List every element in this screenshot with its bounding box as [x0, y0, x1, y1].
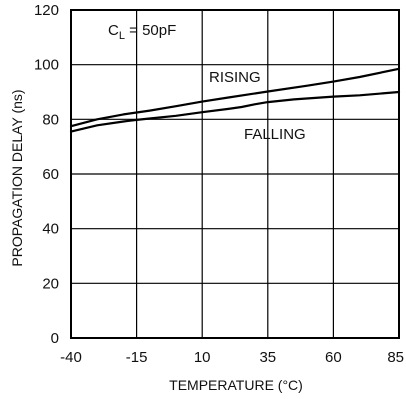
x-tick-label: 60: [325, 349, 342, 366]
x-tick-label: 85: [387, 349, 404, 366]
y-tick-label: 100: [34, 57, 59, 74]
y-tick-labels: 0 20 40 60 80 100 120: [34, 2, 59, 347]
x-tick-label: -40: [60, 349, 82, 366]
x-tick-label: 35: [259, 349, 276, 366]
condition-label: CL = 50pF: [108, 22, 176, 42]
grid-lines: [70, 9, 400, 339]
y-tick-label: 60: [42, 166, 59, 183]
condition-main: C: [108, 22, 119, 39]
series-label-rising: RISING: [209, 69, 261, 86]
x-tick-labels: -40 -15 10 35 60 85: [60, 349, 404, 366]
y-tick-label: 120: [34, 2, 59, 19]
plot-frame: [70, 9, 400, 339]
condition-rest: = 50pF: [125, 22, 176, 39]
series-line-falling: [69, 90, 401, 133]
y-tick-label: 80: [42, 111, 59, 128]
series-line-rising: [69, 67, 401, 128]
series-label-falling: FALLING: [244, 126, 306, 143]
y-axis-label: PROPAGATION DELAY (ns): [9, 89, 25, 266]
x-tick-label: -15: [126, 349, 148, 366]
y-tick-label: 0: [51, 330, 59, 347]
x-tick-label: 10: [194, 349, 211, 366]
x-axis-label: TEMPERATURE (°C): [169, 377, 303, 393]
y-tick-label: 40: [42, 221, 59, 238]
series-lines: [69, 67, 401, 133]
condition-subscript: L: [119, 30, 125, 42]
y-tick-label: 20: [42, 275, 59, 292]
